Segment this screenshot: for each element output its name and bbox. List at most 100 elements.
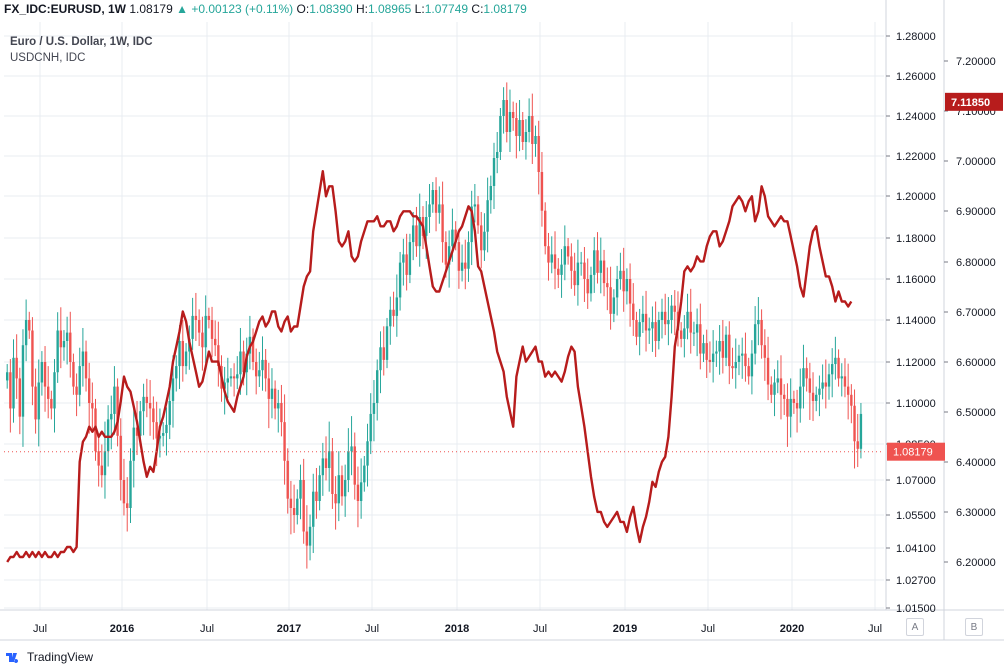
candle-body <box>447 246 451 265</box>
right-tick-label: 6.50000 <box>956 407 996 419</box>
right-tick-label: 6.70000 <box>956 307 996 319</box>
candle-body <box>15 357 18 379</box>
candle-body <box>612 297 616 314</box>
candle-body <box>718 341 721 352</box>
high-value: 1.08965 <box>367 2 412 16</box>
candle-body <box>18 378 22 417</box>
candle-body <box>350 446 353 452</box>
candle-body <box>113 386 116 414</box>
candle-body <box>171 378 175 401</box>
candle-body <box>593 250 596 275</box>
candle-body <box>583 262 586 279</box>
candle-body <box>702 343 705 354</box>
candle-body <box>850 394 853 406</box>
candle-body <box>46 386 50 399</box>
candle-body <box>251 336 255 362</box>
candle-body <box>505 100 508 132</box>
right-tick-label: 6.80000 <box>956 257 996 269</box>
last-price: 1.08179 <box>129 2 173 16</box>
candle-body <box>207 315 211 320</box>
candle-body <box>184 351 188 367</box>
low-label: L: <box>414 2 425 16</box>
change-arrow: ▲ <box>176 2 188 16</box>
candle-body <box>811 392 815 401</box>
candle-body <box>834 357 837 365</box>
candle-body <box>560 264 563 275</box>
candle-body <box>815 394 818 401</box>
candle-body <box>544 210 547 247</box>
candle-body <box>411 225 415 243</box>
right-price-axis[interactable]: 7.200007.100007.000006.900006.800006.700… <box>944 56 996 569</box>
candle-body <box>283 422 286 461</box>
candle-body <box>236 374 239 379</box>
overlay-scale-button[interactable]: B <box>965 618 983 636</box>
candle-body <box>232 376 236 379</box>
candle-body <box>550 254 553 263</box>
candle-body <box>382 347 385 360</box>
candle-body <box>444 242 448 265</box>
candle-body <box>324 458 328 468</box>
candle-body <box>6 372 9 381</box>
candle-body <box>50 398 53 409</box>
candle-body <box>792 398 796 403</box>
candle-body <box>766 357 770 385</box>
candle-body <box>369 413 372 442</box>
time-tick-label: Jul <box>868 623 882 635</box>
time-tick-label: Jul <box>200 623 214 635</box>
main-series-legend[interactable]: Euro / U.S. Dollar, 1W, IDC <box>10 36 153 48</box>
candle-body <box>741 353 744 356</box>
candle-body <box>289 498 293 508</box>
candle-body <box>821 382 824 389</box>
auto-scale-button[interactable]: A <box>906 618 924 636</box>
candle-body <box>201 332 204 348</box>
left-tick-label: 1.10000 <box>896 398 936 410</box>
left-tick-label: 1.22000 <box>896 151 936 163</box>
candle-body <box>840 376 843 379</box>
candle-body <box>753 324 757 354</box>
candle-body <box>667 320 670 325</box>
candle-body <box>21 345 25 417</box>
candle-body <box>415 225 418 247</box>
candle-body <box>34 386 37 420</box>
candle-body <box>366 441 369 466</box>
candle-body <box>609 287 612 314</box>
candle-body <box>721 341 725 358</box>
candle-body <box>515 118 518 136</box>
candle-body <box>573 270 576 286</box>
left-tick-label: 1.20000 <box>896 191 936 203</box>
candle-body <box>695 324 699 333</box>
candle-body <box>663 311 667 325</box>
candle-body <box>402 254 405 263</box>
candle-body <box>9 372 12 409</box>
candle-body <box>78 366 81 395</box>
candle-body <box>126 503 129 508</box>
candle-body <box>267 378 271 399</box>
candle-body <box>670 305 673 320</box>
candle-body <box>531 116 534 144</box>
overlay-series-legend[interactable]: USDCNH, IDC <box>10 52 86 64</box>
candle-body <box>431 190 434 205</box>
left-price-axis[interactable]: 1.28000 1.26000 1.24000 1.22000 1.20000 1.180… <box>886 31 936 615</box>
candle-body <box>418 217 421 247</box>
candle-body <box>142 396 145 412</box>
candle-body <box>258 370 261 377</box>
candle-body <box>508 112 512 132</box>
tradingview-brand[interactable]: TradingView <box>6 650 93 664</box>
eurusd-last-price-label: 1.08179 <box>893 447 933 459</box>
candle-body <box>783 394 786 399</box>
candle-body <box>654 322 657 341</box>
candle-body <box>651 322 654 329</box>
candle-body <box>511 112 515 118</box>
candle-body <box>660 311 664 320</box>
grid-lines <box>4 22 884 610</box>
candle-body <box>830 364 834 375</box>
candle-body <box>776 378 779 383</box>
right-tick-label: 6.40000 <box>956 457 996 469</box>
candle-body <box>43 362 47 387</box>
candle-body <box>454 229 457 243</box>
candle-body <box>81 351 85 367</box>
time-axis[interactable]: Jul 2016 Jul 2017 Jul 2018 Jul 2019 Jul 2020 Jul <box>33 623 882 635</box>
left-tick-label: 1.24000 <box>896 111 936 123</box>
right-tick-label: 7.00000 <box>956 156 996 168</box>
